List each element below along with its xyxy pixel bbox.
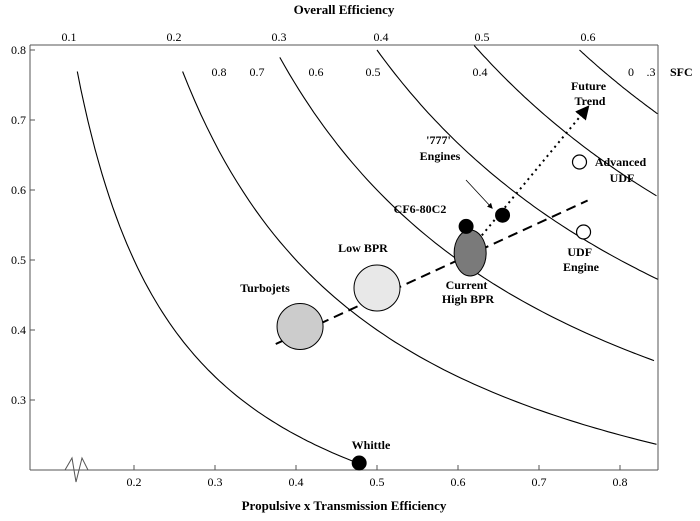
efficiency-curve — [376, 49, 658, 280]
x-tick-label: 0.7 — [532, 475, 547, 489]
engine-mark — [458, 218, 474, 234]
sfc-value: 0.4 — [473, 65, 488, 79]
label-turbojets: Turbojets — [240, 281, 290, 295]
x-tick-label: 0.8 — [613, 475, 628, 489]
trend-lines — [275, 105, 590, 345]
sfc-value: 0.6 — [309, 65, 324, 79]
sfc-value: 0 — [628, 65, 634, 79]
label-777-engines: '777' Engines — [420, 133, 461, 163]
777-callout-arrow — [465, 179, 493, 209]
sfc-value: 0.8 — [212, 65, 227, 79]
overall-efficiency-tick: 0.2 — [167, 30, 182, 44]
engine-marks — [276, 154, 592, 471]
x-tick-label: 0.4 — [289, 475, 304, 489]
technology-trend-line — [275, 199, 589, 345]
sfc-value: 0.7 — [250, 65, 265, 79]
engine-mark — [495, 207, 511, 223]
chart-title: Overall Efficiency — [294, 2, 395, 17]
sfc-value: 0.5 — [366, 65, 381, 79]
y-tick-label: 0.4 — [11, 323, 26, 337]
label-advanced-udf-line-1: Advanced — [595, 155, 647, 169]
label-low-bpr: Low BPR — [338, 241, 388, 255]
label-current-high-bpr: Current High BPR — [442, 278, 495, 306]
efficiency-curve — [473, 45, 657, 197]
engine-mark — [571, 154, 588, 170]
overall-efficiency-tick: 0.6 — [581, 30, 596, 44]
overall-efficiency-tick: 0.3 — [272, 30, 287, 44]
efficiency-curve — [579, 49, 658, 115]
label-advanced-udf: Advanced UDF — [595, 155, 649, 185]
overall-efficiency-tick: 0.4 — [374, 30, 389, 44]
engine-mark — [276, 303, 324, 350]
x-tick-label: 0.2 — [127, 475, 142, 489]
efficiency-curve — [182, 71, 657, 445]
label-current-high-bpr-line-1: Current — [446, 278, 488, 292]
sfc-value: .3 — [647, 65, 656, 79]
overall-efficiency-tick: 0.1 — [62, 30, 77, 44]
x-tick-label: 0.5 — [370, 475, 385, 489]
y-tick-label: 0.8 — [11, 43, 26, 57]
future-trend-arrow — [473, 105, 590, 246]
sfc-label: SFC — [670, 65, 693, 79]
overall-efficiency-tick: 0.5 — [475, 30, 490, 44]
label-future-trend-line-1: Future — [571, 79, 607, 93]
efficiency-curve — [76, 71, 362, 465]
label-advanced-udf-line-2: UDF — [610, 171, 635, 185]
efficiency-curves — [76, 45, 658, 465]
x-tick-label: 0.3 — [208, 475, 223, 489]
plot-frame — [29, 44, 659, 483]
label-udf-engine-line-1: UDF — [567, 245, 591, 259]
label-777-engines-line-1: '777' — [426, 133, 451, 147]
label-777-engines-line-2: Engines — [420, 149, 461, 163]
engine-mark — [353, 264, 401, 312]
axis-ticks — [30, 49, 621, 470]
label-cf6-80c2: CF6-80C2 — [394, 202, 447, 216]
y-tick-label: 0.6 — [11, 183, 26, 197]
engine-mark — [575, 224, 592, 240]
label-udf-engine-line-2: Engine — [563, 260, 600, 274]
label-future-trend-line-2: Trend — [575, 94, 606, 108]
label-udf-engine: UDF Engine — [563, 245, 600, 274]
y-tick-label: 0.3 — [11, 393, 26, 407]
engine-mark — [351, 455, 367, 471]
label-whittle: Whittle — [352, 438, 391, 452]
y-tick-label: 0.7 — [11, 113, 26, 127]
label-current-high-bpr-line-2: High BPR — [442, 292, 495, 306]
y-tick-label: 0.5 — [11, 253, 26, 267]
axis-break-icon — [58, 456, 89, 483]
x-axis-label: Propulsive x Transmission Efficiency — [242, 498, 447, 513]
engine-mark — [453, 229, 487, 277]
x-tick-label: 0.6 — [451, 475, 466, 489]
label-future-trend: Future Trend — [571, 79, 609, 108]
